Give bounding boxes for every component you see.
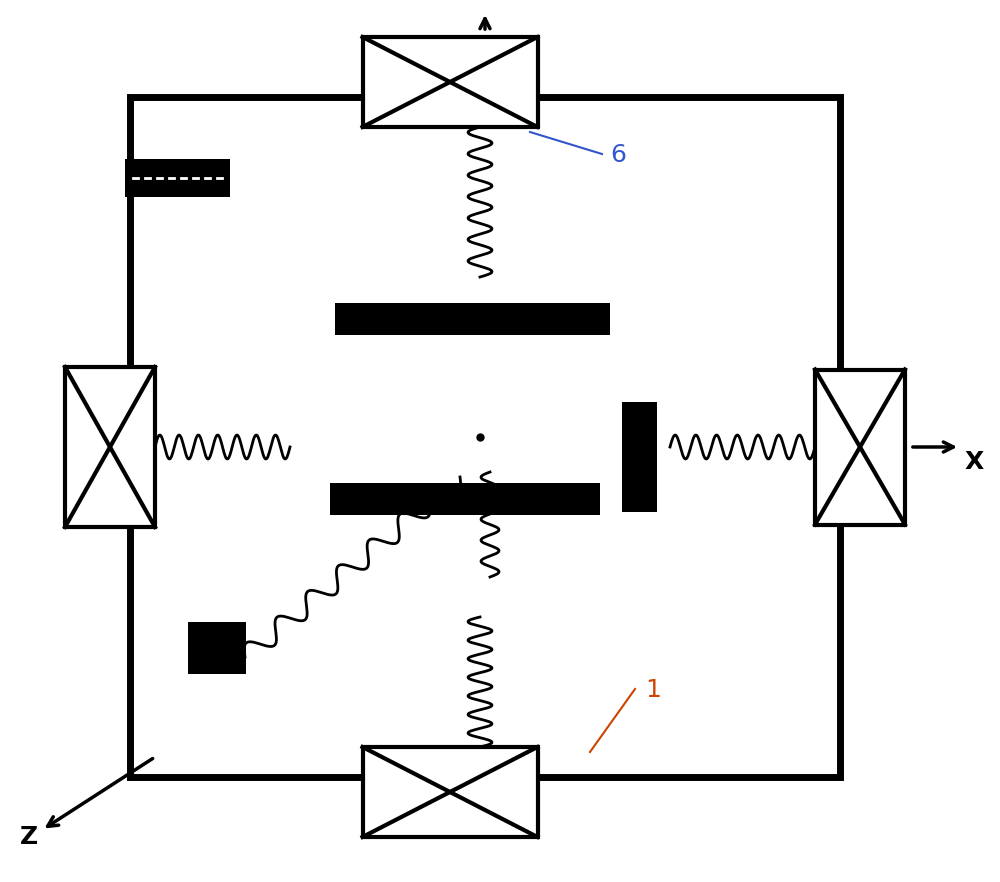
Bar bbox=[335, 303, 610, 335]
Bar bbox=[125, 159, 230, 197]
Bar bbox=[130, 97, 840, 777]
Bar bbox=[815, 370, 905, 525]
Text: 1: 1 bbox=[645, 678, 661, 702]
Bar bbox=[188, 622, 246, 674]
Bar bbox=[362, 747, 538, 837]
Bar bbox=[330, 483, 600, 515]
Bar bbox=[362, 37, 538, 127]
Bar bbox=[622, 402, 657, 512]
Bar bbox=[65, 367, 155, 527]
Text: Z: Z bbox=[20, 825, 38, 849]
Text: X: X bbox=[965, 450, 984, 474]
Text: 6: 6 bbox=[610, 143, 626, 167]
